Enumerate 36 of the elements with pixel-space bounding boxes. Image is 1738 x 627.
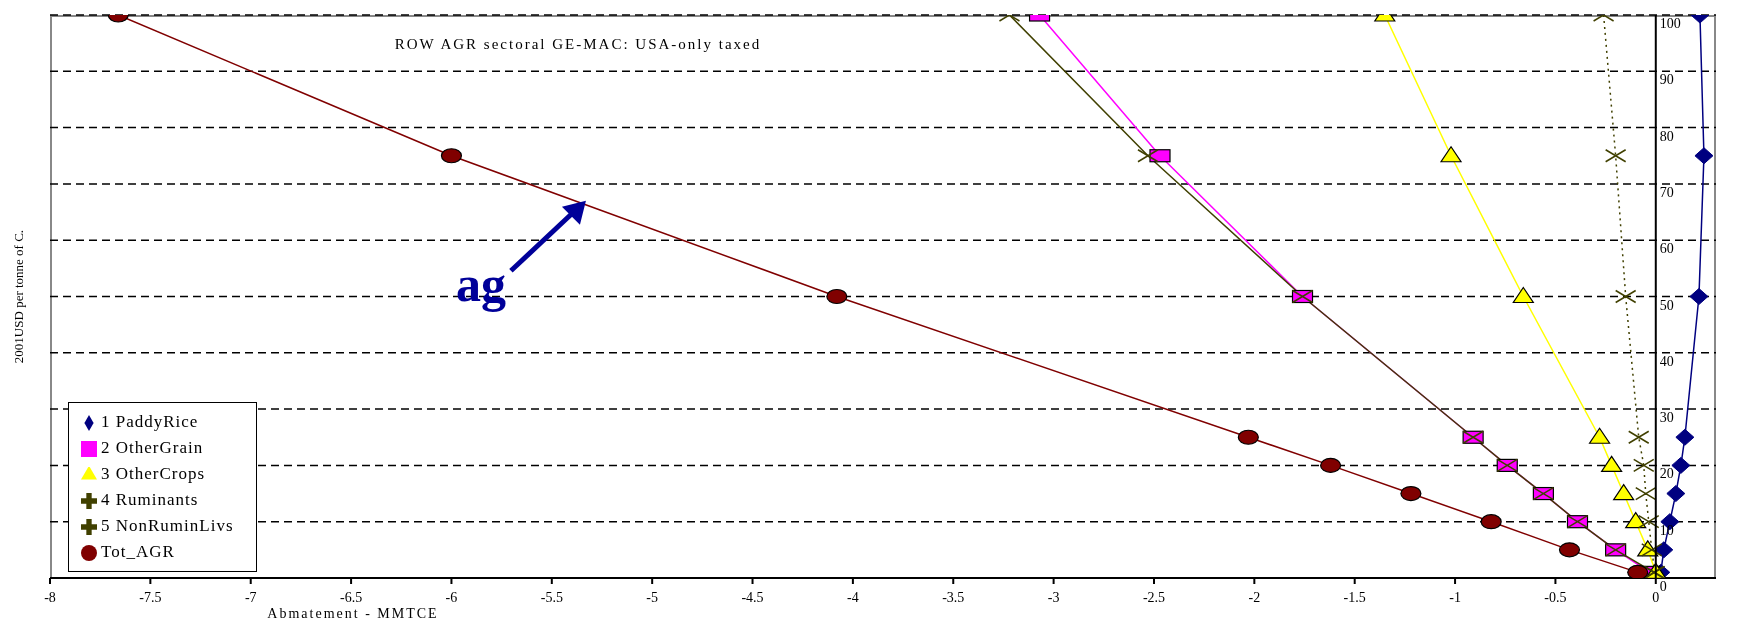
y-tick-label: 50 [1659,297,1674,313]
y-tick-label: 90 [1659,72,1674,88]
x-tick-label: -4 [847,589,859,605]
text: ROW AGR sectoral GE-MAC: USA-only taxed [393,36,763,53]
x-axis-title: Abmatement - MMTCE [267,606,439,621]
y-tick-label: 30 [1659,410,1674,426]
x-tick-label: -6 [445,589,458,605]
y-axis-title: 2001USD per tonne of C. [10,229,26,364]
legend-label: Tot_AGR [101,542,175,561]
y-tick-label: 40 [1659,353,1674,369]
y-tick-label: 100 [1659,16,1681,31]
x-tick-label: -3 [1047,589,1060,605]
y-tick-label: 80 [1659,128,1674,144]
y-tick-label: 0 [1659,579,1667,594]
y-tick-label: 70 [1659,184,1674,200]
legend-label: 5 NonRuminLivs [101,516,234,535]
legend-label: 2 OtherGrain [101,438,204,457]
x-tick-label: -1 [1449,589,1461,605]
y-tick-label: 60 [1659,241,1674,257]
x-tick-label: -6.5 [340,589,363,605]
legend-label: 4 Ruminants [101,490,199,509]
x-tick-label: -2 [1248,589,1261,605]
x-tick-label: -5 [646,589,658,605]
x-tick-label: -5.5 [540,589,563,605]
x-tick-label: -0.5 [1544,589,1567,605]
y-tick-label: 20 [1659,466,1674,482]
x-tick-label: -3.5 [942,589,965,605]
annotation: ag [455,255,506,312]
x-tick-label: -8 [44,589,56,605]
x-tick-label: -7.5 [139,589,162,605]
legend-label: 1 PaddyRice [101,412,199,431]
x-tick-label: -2.5 [1142,589,1166,605]
legend-label: 3 OtherCrops [101,464,206,483]
x-tick-label: -1.5 [1343,589,1366,605]
x-tick-label: -7 [244,589,257,605]
x-tick-label: -4.5 [741,589,764,605]
